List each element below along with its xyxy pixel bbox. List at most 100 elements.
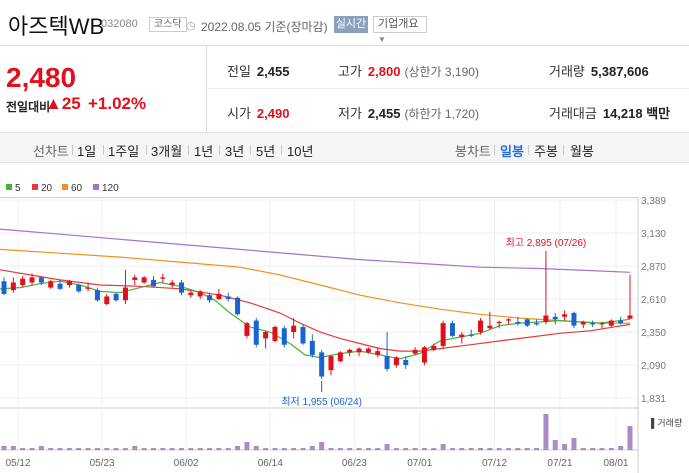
tab-1d[interactable]: 1일 [77,144,97,159]
tab-1y[interactable]: 1년 [194,144,214,159]
change-label: 전일대비 [6,100,51,114]
legend-label: 120 [102,183,119,194]
prev-value: 2,455 [256,64,290,79]
candle-body [365,348,371,353]
candle-body [431,346,437,350]
upper-limit: (상한가 3,190) [404,65,479,79]
candle-body [356,348,362,353]
candle-body [113,293,119,301]
volume-bar [412,448,418,450]
candle-body [1,281,7,294]
volume-bar [104,448,110,450]
candle-body [347,349,353,353]
quote-high: 고가 2,800 (상한가 3,190) [338,61,479,80]
x-tick-label: 07/12 [482,458,507,469]
candle-body [235,297,241,315]
volume-bar [309,446,315,450]
company-overview-dropdown[interactable]: 기업개요 ▼ [373,16,427,44]
volume-bar [487,448,493,450]
volume-bar [29,448,35,450]
volume-bar [76,448,82,450]
volume-bar [337,448,343,450]
candle-body [309,340,315,355]
candle-body [440,323,446,347]
tab-weekly[interactable]: 주봉 [534,144,558,159]
candle-body [263,332,269,339]
volume-bar [38,446,44,450]
volume-bar [253,446,259,450]
candle-body [104,296,110,305]
candle-body [94,290,100,301]
x-tick-label: 07/21 [547,458,572,469]
volume-bar [478,448,484,450]
candle-body [478,320,484,333]
candle-body [552,316,558,320]
legend-label: 20 [41,183,53,194]
volume-bar [244,442,250,450]
candle-body [122,287,128,301]
legend-label: 5 [15,183,21,194]
open-value: 2,490 [256,106,290,121]
candle-body [38,277,44,283]
market-badge: 코스닥 [149,17,187,32]
volume-bar [496,448,502,450]
divider [528,145,529,155]
volume-bar [113,448,119,450]
amount-value: 14,218 백만 [602,106,671,121]
x-tick-label: 07/01 [407,458,432,469]
divider [146,145,147,155]
volume-legend: ▌거래량 [651,418,683,428]
volume-bar [300,448,306,450]
candle-body [599,323,605,325]
tab-daily[interactable]: 일봉 [500,144,524,159]
volume-bar [328,448,334,450]
tab-10y[interactable]: 10년 [287,144,314,159]
x-tick-label: 06/14 [258,458,283,469]
candle-body [421,347,427,363]
realtime-button[interactable]: 실시간 [334,16,368,33]
candle-body [272,326,278,341]
high-value: 2,800 [367,64,401,79]
high-label: 고가 [338,64,362,79]
candle-body [496,321,502,324]
volume-bar [225,448,231,450]
stock-name: 아즈텍WB [8,14,105,39]
volume-bar [440,444,446,450]
low-label: 저가 [338,106,362,121]
candle-body [459,334,465,338]
candle-body [66,281,72,286]
candle-body [76,285,82,292]
volume-bar [235,446,241,450]
chart-area [0,197,638,408]
candle-body [403,360,409,366]
candle-body [506,319,512,321]
legend-ma120: 120 [93,183,119,194]
divider [72,145,73,155]
legend-swatch [6,184,12,190]
volume-bar [66,448,72,450]
candle-body [608,320,614,326]
tab-1w[interactable]: 1주일 [108,144,140,159]
quote-amount: 거래대금 14,218 백만 [549,103,670,122]
candle-body [132,277,138,280]
divider [103,145,104,155]
divider [563,145,564,155]
ma20-line [0,269,631,352]
volume-bar [375,448,381,450]
price-date: 2022.08.05 기준(장마감) [201,20,328,34]
tab-monthly[interactable]: 월봉 [570,144,594,159]
amount-label: 거래대금 [549,106,597,121]
volume-bar [94,448,100,450]
volume-bar [169,448,175,450]
tab-5y[interactable]: 5년 [256,144,276,159]
tab-3y[interactable]: 3년 [225,144,245,159]
candle-body [627,315,633,319]
line-chart-label: 선차트 [33,144,69,159]
candle-body [57,283,63,289]
candle-body [543,315,549,322]
candle-body [618,320,624,324]
volume-bar [1,446,7,450]
volume-bar [506,448,512,450]
divider [206,46,207,132]
tab-3m[interactable]: 3개월 [151,144,183,159]
